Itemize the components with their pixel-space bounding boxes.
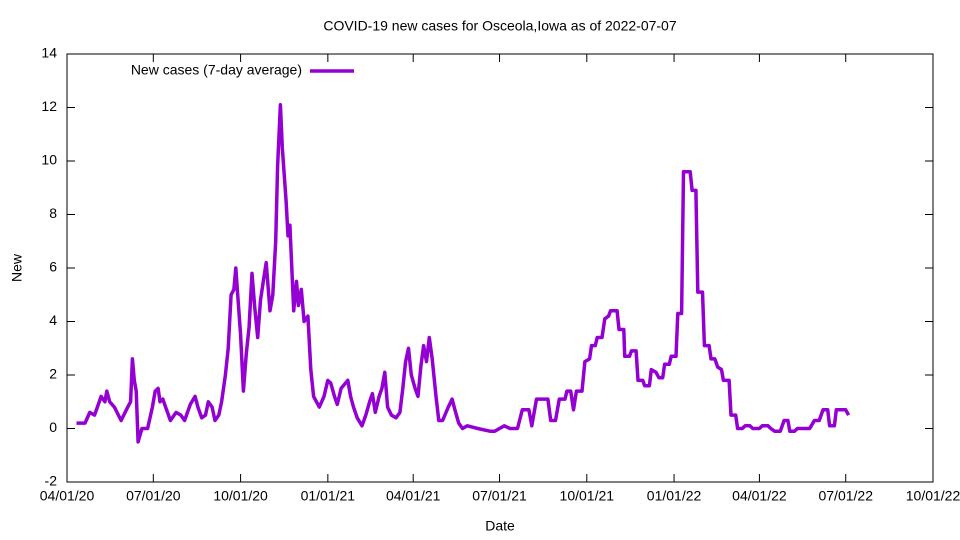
y-tick-label: 2 xyxy=(49,366,57,382)
y-axis-label: New xyxy=(9,253,25,282)
y-tick-label: 14 xyxy=(41,45,57,61)
x-tick-label: 07/01/20 xyxy=(126,488,181,504)
y-tick-label: 4 xyxy=(49,312,57,328)
x-tick-label: 04/01/22 xyxy=(732,488,787,504)
x-tick-label: 04/01/21 xyxy=(386,488,441,504)
y-tick-label: 10 xyxy=(41,152,57,168)
x-tick-label: 01/01/22 xyxy=(647,488,702,504)
chart-title: COVID-19 new cases for Osceola,Iowa as o… xyxy=(323,18,677,34)
legend-label: New cases (7-day average) xyxy=(131,62,302,78)
y-tick-label: 12 xyxy=(41,98,57,114)
y-tick-label: -2 xyxy=(45,473,58,489)
y-tick-label: 0 xyxy=(49,419,57,435)
x-tick-label: 10/01/20 xyxy=(213,488,268,504)
y-tick-label: 6 xyxy=(49,259,57,275)
y-tick-label: 8 xyxy=(49,205,57,221)
data-line xyxy=(76,103,851,444)
plot-frame xyxy=(66,53,934,483)
x-tick-label: 07/01/21 xyxy=(472,488,527,504)
x-tick-label: 04/01/20 xyxy=(40,488,95,504)
x-tick-label: 10/01/22 xyxy=(906,488,960,504)
x-tick-label: 10/01/21 xyxy=(560,488,615,504)
x-tick-label: 01/01/21 xyxy=(301,488,356,504)
x-axis-label: Date xyxy=(485,518,515,534)
x-tick-label: 07/01/22 xyxy=(818,488,873,504)
